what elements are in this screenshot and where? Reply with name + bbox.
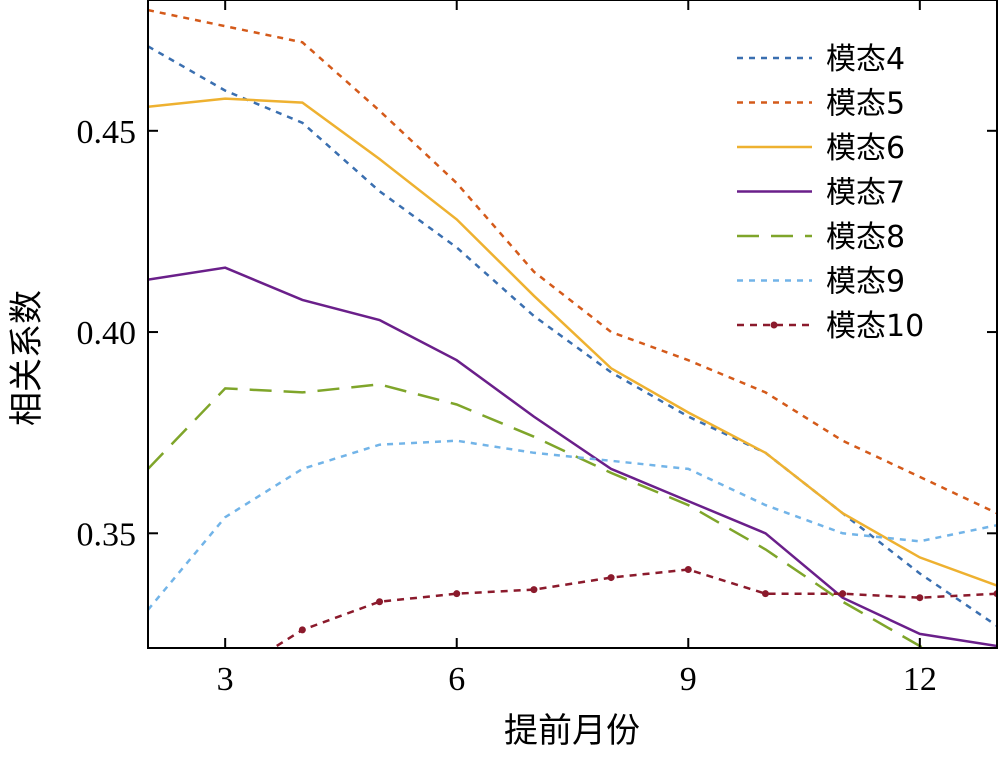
legend-label: 模态9 [826,265,905,300]
series-point [376,598,384,606]
tick-layer: 3 6 9 12 0.35 0.40 0.45 [77,0,997,698]
legend-label: 模态5 [826,87,905,122]
plot-frame [147,0,998,649]
series-line-3 [148,97,997,587]
series-point [684,566,692,574]
legend: 模态4 模态5 模态6 模态7 模态8 模态9 模态10 [737,42,924,344]
series-line-5 [148,383,926,648]
x-axis-label: 提前月份 [504,711,640,751]
series-point [530,586,538,594]
series-point [916,594,924,602]
series-point [298,626,306,634]
series-point [145,703,152,710]
legend-label: 模态6 [826,131,905,166]
x-tick-label: 3 [217,661,234,698]
series-line-7 [271,568,997,648]
series-line-4 [148,266,997,648]
x-tick-label: 9 [680,661,697,698]
series-point [453,590,461,598]
legend-label: 模态10 [826,309,924,344]
x-tick-label: 12 [903,661,937,698]
series-line-1 [148,45,997,627]
y-axis-label: 相关系数 [7,290,47,426]
legend-marker [770,321,778,329]
legend-label: 模态7 [826,176,905,211]
series-line-6 [148,439,997,611]
y-tick-label: 0.35 [77,516,137,553]
series-point [839,590,847,598]
legend-label: 模态4 [826,42,905,77]
series-layer [145,8,997,710]
x-tick-label: 6 [448,661,465,698]
y-tick-label: 0.45 [77,114,137,151]
series-point [607,574,615,582]
series-line-2 [148,8,997,515]
y-tick-label: 0.40 [77,315,137,352]
legend-label: 模态8 [826,220,905,255]
series-point [761,590,769,598]
